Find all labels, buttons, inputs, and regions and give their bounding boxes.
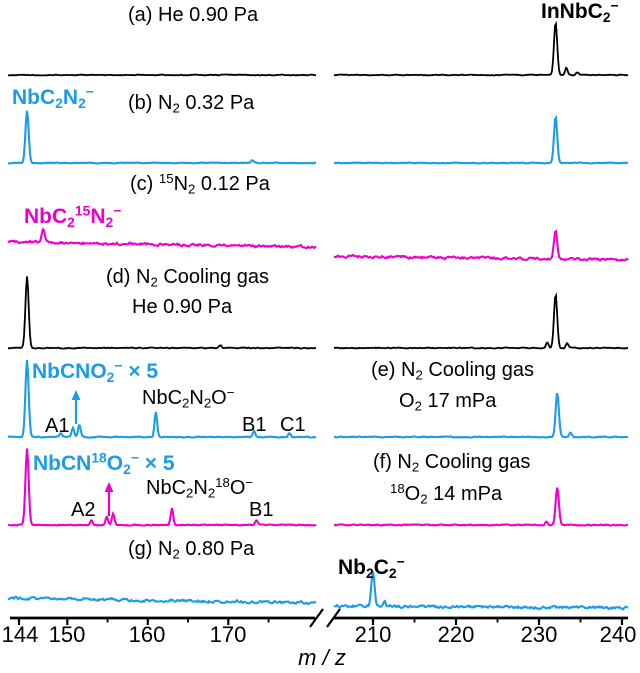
- spectrum-trace-g: [334, 571, 629, 611]
- spectrum-trace-d: [333, 292, 629, 350]
- panel-a-title: (a) He 0.90 Pa: [128, 4, 259, 26]
- x5-arrowhead-icon-f: [104, 482, 114, 492]
- x-tick-144: 144: [1, 622, 39, 647]
- panel-e-peak-c1-label: C1: [280, 414, 306, 436]
- panel-b-title: (b) N2 0.32 Pa: [128, 92, 255, 116]
- x-tick-160: 160: [128, 622, 166, 647]
- panel-f-title-line1: (f) N2 Cooling gas: [373, 451, 531, 475]
- panel-c-title: (c) 15N2 0.12 Pa: [130, 170, 270, 197]
- panel-f-peak-a2-label: A2: [71, 499, 96, 521]
- spectrum-trace-b: [333, 114, 629, 165]
- spectrum-trace-f: [7, 448, 317, 527]
- spectrum-trace-f: [333, 487, 629, 527]
- panel-e-peak-a1-label: A1: [45, 415, 70, 437]
- panel-e-title-line2: O2 17 mPa: [399, 390, 497, 414]
- spectrum-trace-a: [333, 20, 629, 77]
- spectrum-trace-b: [7, 110, 316, 165]
- x-tick-220: 220: [437, 622, 475, 647]
- panel-f-species-x5-label: NbCN18O2− × 5: [33, 449, 175, 477]
- spectrum-trace-g: [7, 595, 317, 606]
- x-tick-170: 170: [209, 622, 247, 647]
- panel-d-title-line2: He 0.90 Pa: [132, 296, 233, 318]
- panel-e-title-line1: (e) N2 Cooling gas: [371, 359, 534, 383]
- panel-g-title: (g) N2 0.80 Pa: [128, 538, 255, 562]
- panel-e-formula-label: NbC2N2O−: [142, 384, 235, 411]
- panel-c-species-label: NbC215N2−: [24, 202, 122, 230]
- spectrum-trace-a: [7, 73, 317, 77]
- panel-a-peak-label: InNbC2−: [541, 0, 619, 25]
- spectrum-trace-c: [333, 229, 629, 262]
- panel-f-formula-label: NbC2N218O−: [146, 474, 254, 501]
- spectrum-trace-e: [333, 392, 629, 439]
- x-tick-210: 210: [354, 622, 392, 647]
- panel-d-title-line1: (d) N2 Cooling gas: [106, 266, 269, 290]
- panel-b-species-label: NbC2N2−: [12, 83, 94, 111]
- spectrum-trace-e: [7, 360, 317, 439]
- x5-arrowhead-icon-e: [71, 390, 81, 400]
- x-axis-label: m / z: [298, 645, 346, 670]
- x-tick-150: 150: [48, 622, 86, 647]
- x-tick-230: 230: [520, 622, 558, 647]
- x-tick-240: 240: [599, 622, 637, 647]
- panel-f-title-line2: 18O2 14 mPa: [390, 480, 503, 507]
- spectrum-trace-c: [7, 227, 317, 250]
- panel-e-peak-b1-label: B1: [242, 414, 267, 436]
- panel-e-species-x5-label: NbCNO2− × 5: [32, 357, 159, 385]
- panel-f-peak-b1-label: B1: [249, 499, 274, 521]
- panel-g-peak-label: Nb2C2−: [338, 553, 405, 581]
- spectrum-trace-d: [7, 276, 316, 350]
